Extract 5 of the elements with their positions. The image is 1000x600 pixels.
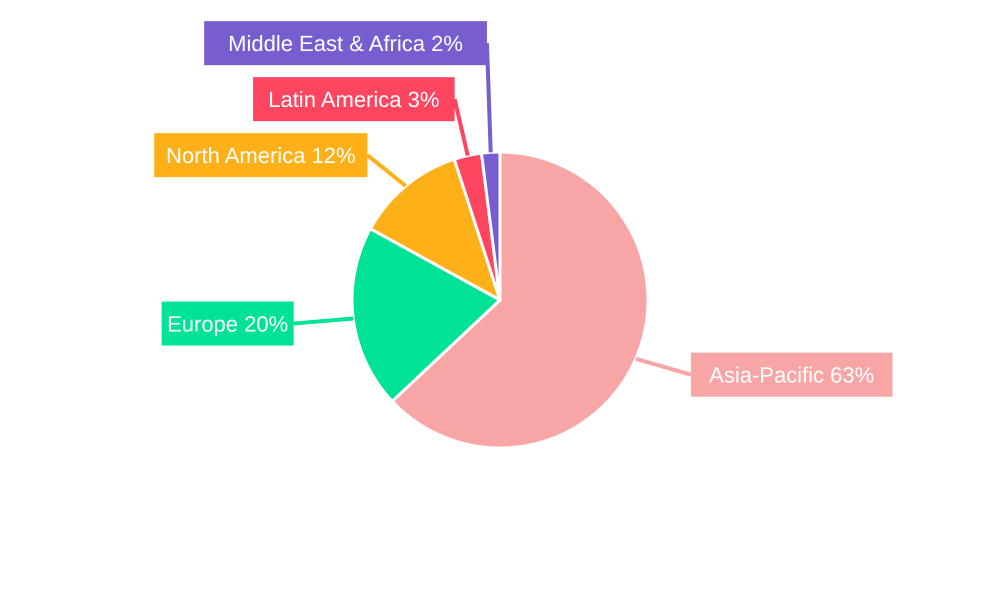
slice-label: Europe 20% [167,311,288,336]
slice-label: Asia-Pacific 63% [709,362,874,388]
slice-label: North America 12% [166,142,356,168]
slice-label: Middle East & Africa 2% [228,30,463,56]
slice-label: Latin America 3% [268,86,440,112]
